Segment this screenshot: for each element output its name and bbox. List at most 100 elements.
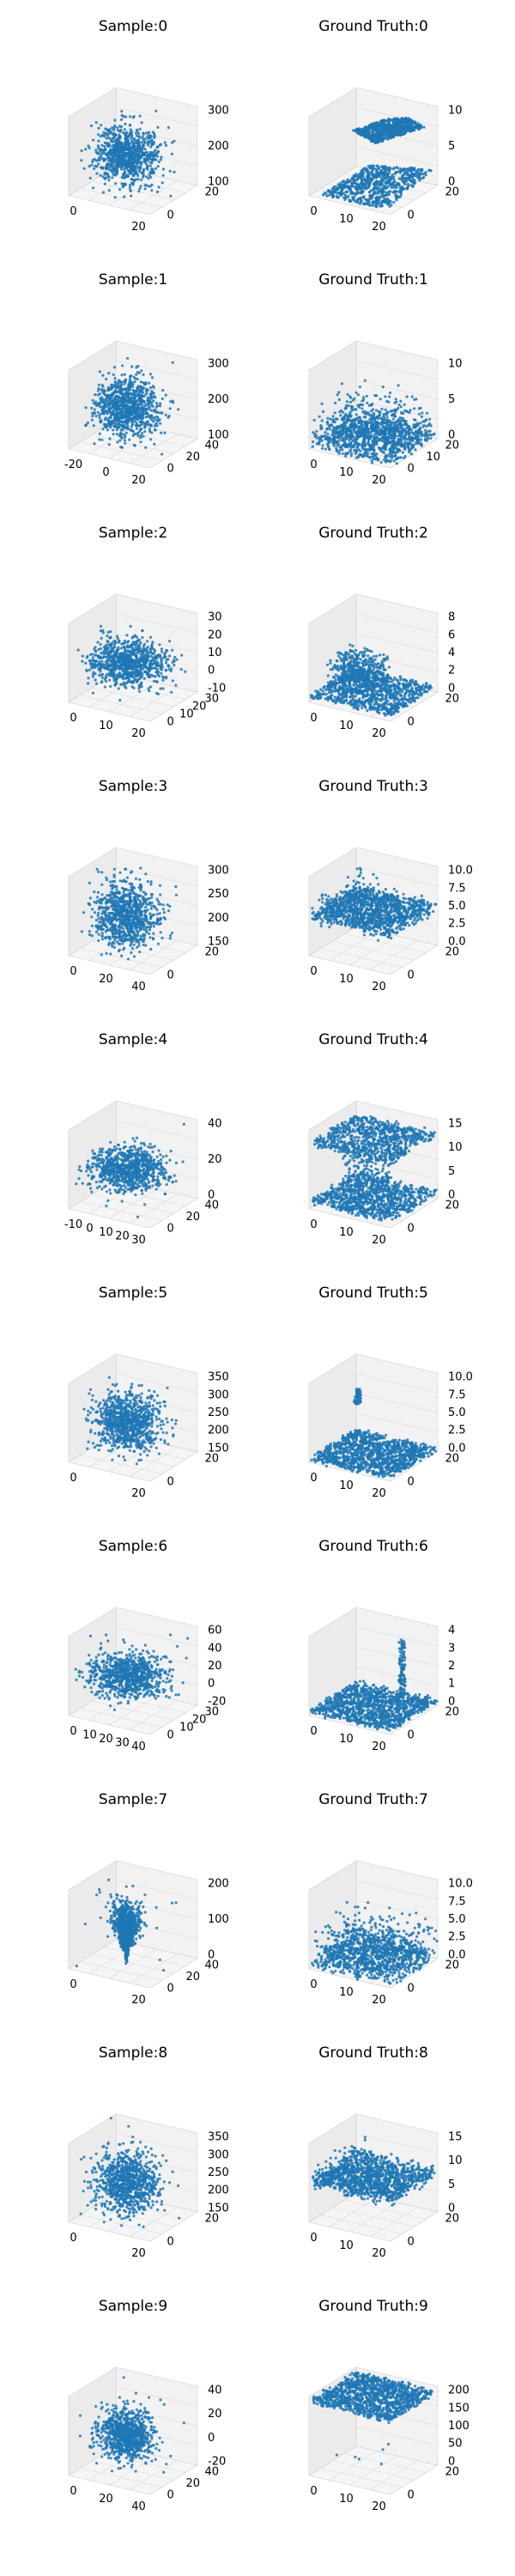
data-point <box>408 410 411 415</box>
data-point <box>102 399 106 403</box>
data-point <box>133 155 136 158</box>
x-tick-label: 10 <box>339 466 354 479</box>
data-point <box>135 417 138 421</box>
data-point <box>128 438 131 441</box>
data-point <box>384 165 387 168</box>
y-tick-label: 10 <box>427 451 441 464</box>
data-point <box>94 678 97 682</box>
data-point <box>137 132 141 136</box>
data-point <box>132 148 136 151</box>
data-point <box>379 398 382 401</box>
z-tick-label: 200 <box>208 140 229 153</box>
data-point <box>111 137 115 140</box>
data-point <box>371 167 375 170</box>
data-point <box>112 173 115 176</box>
data-point <box>400 179 403 182</box>
data-point <box>99 173 102 177</box>
data-point <box>103 135 106 138</box>
data-point <box>152 399 155 403</box>
data-point <box>352 129 355 132</box>
data-point <box>320 419 324 422</box>
data-point <box>422 175 426 179</box>
data-point <box>117 379 120 382</box>
data-point <box>354 413 358 416</box>
data-point <box>137 152 141 155</box>
data-point <box>392 184 396 187</box>
data-point <box>412 433 415 436</box>
data-point <box>131 116 135 119</box>
data-point <box>396 167 399 170</box>
data-point <box>409 125 413 129</box>
data-point <box>143 148 147 151</box>
data-point <box>129 410 132 413</box>
data-point <box>103 159 106 162</box>
data-point <box>85 669 88 672</box>
data-point <box>118 639 121 642</box>
data-point <box>394 453 397 458</box>
data-point <box>137 416 142 420</box>
data-point <box>413 407 416 410</box>
data-point <box>81 659 84 663</box>
data-point <box>421 173 425 176</box>
data-point <box>359 202 362 205</box>
data-point <box>170 152 173 155</box>
data-point <box>100 151 104 155</box>
data-point <box>365 410 368 414</box>
data-point <box>153 394 156 398</box>
data-point <box>373 129 377 132</box>
data-point <box>124 165 127 168</box>
data-point <box>397 120 400 124</box>
data-point <box>411 185 415 188</box>
data-point <box>126 426 130 429</box>
data-point <box>124 154 128 157</box>
data-point <box>112 403 115 406</box>
data-point <box>94 649 98 653</box>
data-point <box>102 412 106 416</box>
data-point <box>356 131 360 134</box>
data-point <box>413 398 416 401</box>
data-point <box>142 157 146 161</box>
data-point <box>130 169 133 173</box>
panel-title: Ground Truth:0 <box>318 18 428 35</box>
data-point <box>129 392 132 396</box>
data-point <box>161 411 164 415</box>
data-point <box>121 433 124 436</box>
data-point <box>403 403 406 406</box>
data-point <box>425 424 428 428</box>
data-point <box>366 198 369 203</box>
data-point <box>427 433 430 437</box>
data-point <box>101 385 105 388</box>
data-point <box>334 401 337 404</box>
data-point <box>147 177 150 180</box>
data-point <box>345 190 348 193</box>
data-point <box>379 433 382 436</box>
data-point <box>128 380 131 384</box>
data-point <box>377 191 380 195</box>
data-point <box>104 166 107 169</box>
data-point <box>391 167 395 171</box>
data-point <box>121 364 124 368</box>
data-point <box>382 174 385 179</box>
data-point <box>100 156 103 160</box>
data-point <box>117 687 120 690</box>
data-point <box>148 651 151 655</box>
data-point <box>351 197 354 201</box>
data-point <box>127 399 130 403</box>
data-point <box>168 169 172 173</box>
data-point <box>129 624 132 629</box>
data-point <box>136 386 139 390</box>
data-point <box>172 401 175 404</box>
data-point <box>375 421 379 424</box>
data-point <box>320 402 324 405</box>
data-point <box>155 190 159 194</box>
data-point <box>170 690 173 694</box>
data-point <box>141 407 144 410</box>
data-point <box>154 405 158 409</box>
data-point <box>399 440 403 445</box>
data-point <box>139 440 142 444</box>
data-point <box>147 185 150 188</box>
data-point <box>367 125 371 128</box>
data-point <box>120 420 124 423</box>
